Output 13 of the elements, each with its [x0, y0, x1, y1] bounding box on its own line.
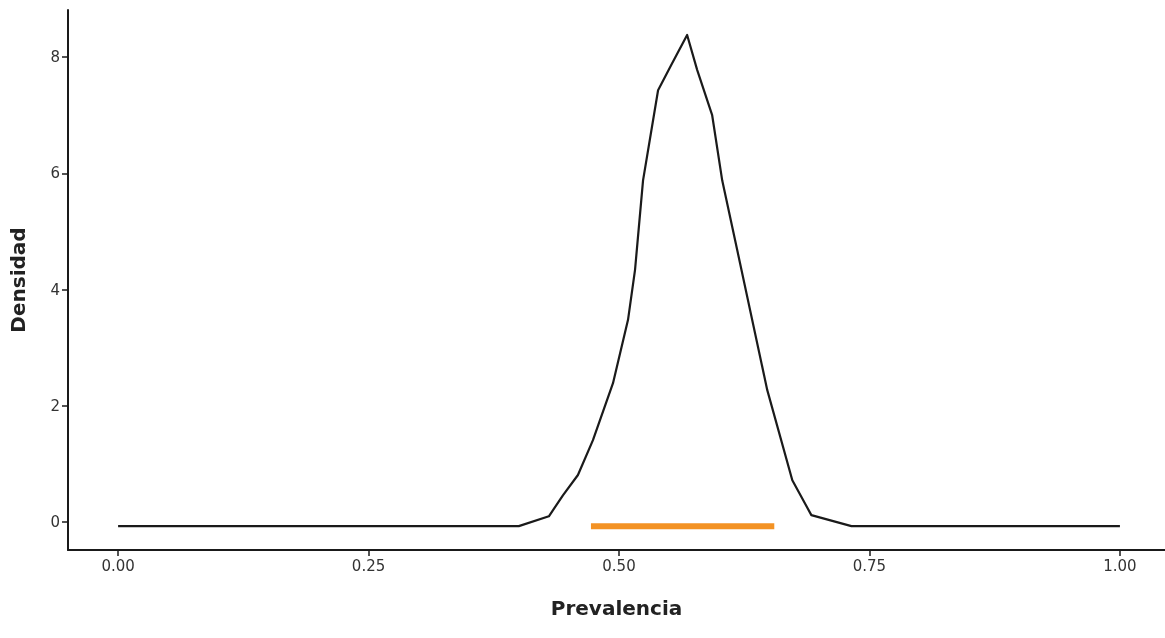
- y-axis-title: Densidad: [6, 227, 30, 333]
- x-tick-label: 0.00: [101, 556, 135, 575]
- x-tick-label: 1.00: [1103, 556, 1137, 575]
- y-tick-label: 6: [50, 164, 60, 183]
- line-series: [116, 33, 1122, 528]
- x-tick-label: 0.50: [602, 556, 636, 575]
- x-tick-label: 0.25: [351, 556, 386, 575]
- x-axis-title: Prevalencia: [550, 596, 683, 620]
- y-tick-label: 0: [50, 513, 60, 532]
- y-tick-label: 2: [50, 396, 60, 415]
- y-tick-label: 8: [50, 48, 60, 67]
- y-tick-label: 4: [50, 280, 60, 299]
- x-tick-label: 0.75: [852, 556, 887, 575]
